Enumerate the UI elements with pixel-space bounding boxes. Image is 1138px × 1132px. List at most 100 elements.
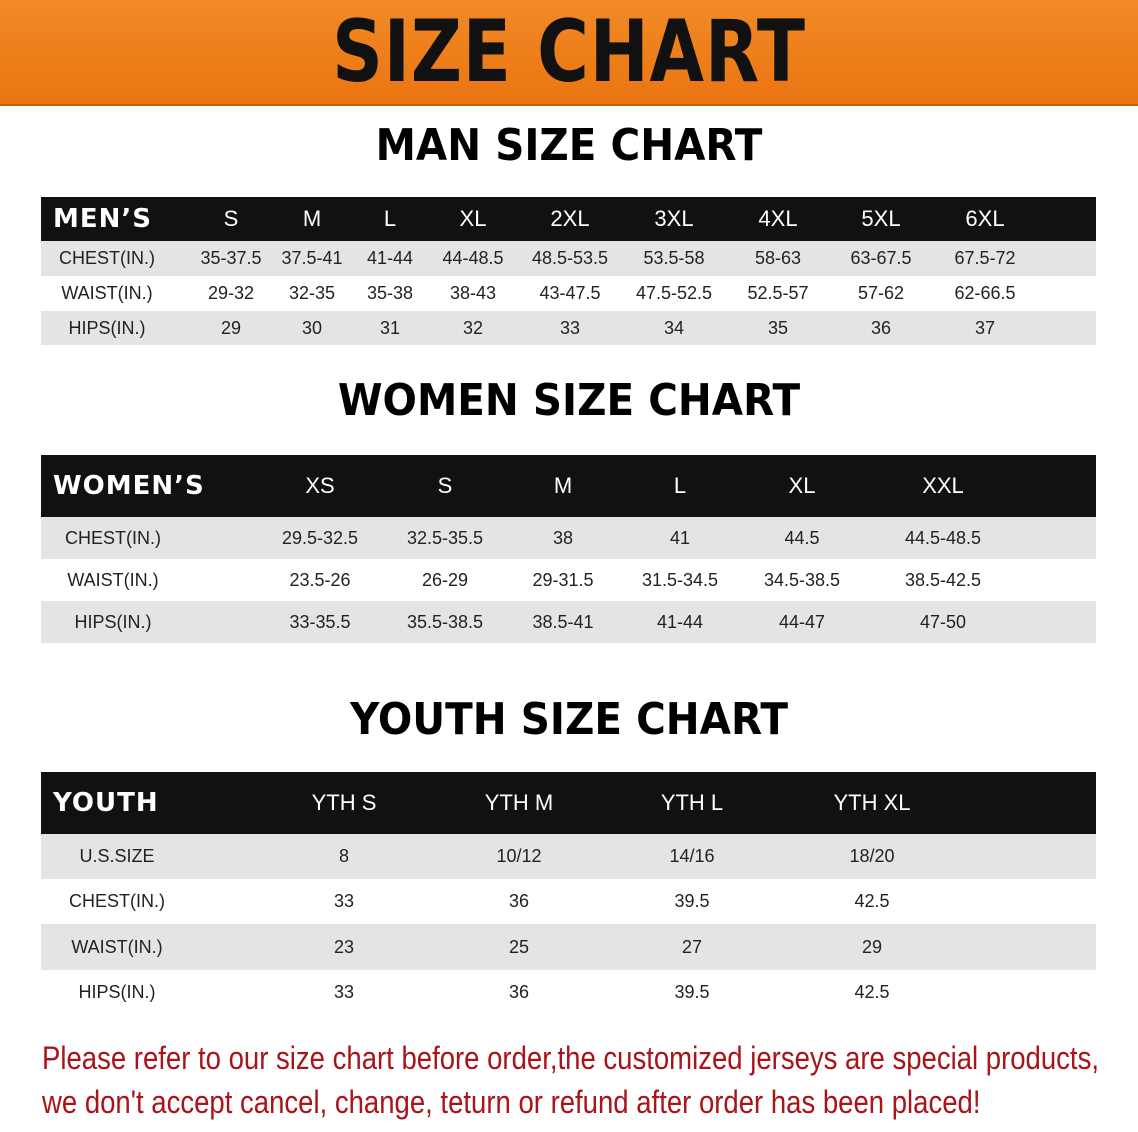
table-cell: 41 [669, 527, 691, 548]
table-cell: 31.5-34.5 [641, 569, 719, 590]
youth-table-row: CHEST(IN.) 33 36 39.5 42.5 [41, 879, 1096, 924]
youth-size-header: YTH XL [833, 790, 911, 815]
women-section-title: WOMEN SIZE CHART [337, 375, 801, 426]
banner: SIZE CHART [0, 0, 1138, 106]
table-cell: 35-37.5 [200, 248, 262, 268]
row-label: WAIST(IN.) [71, 936, 163, 957]
table-cell: 38-43 [449, 283, 497, 303]
table-cell: 52.5-57 [747, 283, 809, 303]
men-size-header: 2XL [550, 206, 590, 231]
table-cell: 35 [767, 317, 789, 338]
men-size-header: 6XL [965, 206, 1005, 231]
row-label: CHEST(IN.) [69, 891, 165, 911]
table-cell: 44-47 [778, 611, 826, 632]
table-cell: 14/16 [669, 846, 715, 866]
youth-table-row: HIPS(IN.) 33 36 39.5 42.5 [41, 970, 1096, 1015]
table-cell: 58-63 [754, 248, 802, 268]
row-label: WAIST(IN.) [67, 569, 159, 590]
table-cell: 44.5 [784, 527, 820, 548]
men-size-header: S [223, 206, 239, 231]
row-label: HIPS(IN.) [78, 982, 156, 1002]
table-cell: 47.5-52.5 [635, 283, 713, 303]
table-cell: 29-31.5 [532, 569, 594, 590]
men-size-header: L [383, 206, 397, 231]
table-cell: 57-62 [857, 283, 905, 303]
row-label: WAIST(IN.) [61, 283, 153, 303]
table-cell: 36 [870, 317, 892, 338]
table-cell: 18/20 [849, 846, 895, 866]
men-section-title: MAN SIZE CHART [375, 120, 763, 171]
table-cell: 44.5-48.5 [904, 527, 982, 548]
table-cell: 32 [462, 317, 484, 338]
row-label: CHEST(IN.) [59, 248, 155, 268]
women-size-header: M [553, 473, 573, 498]
table-cell: 30 [301, 317, 323, 338]
table-cell: 38.5-41 [532, 611, 594, 632]
women-table-row: CHEST(IN.) 29.5-32.5 32.5-35.5 38 41 44.5 44.5… [41, 517, 1096, 559]
table-cell: 43-47.5 [539, 283, 601, 303]
table-cell: 29.5-32.5 [281, 527, 359, 548]
men-size-header: 4XL [758, 206, 798, 231]
women-size-header: L [673, 473, 687, 498]
table-cell: 36 [508, 982, 530, 1002]
table-cell: 39.5 [674, 891, 710, 911]
table-cell: 39.5 [674, 982, 710, 1002]
youth-table-row: U.S.SIZE 8 10/12 14/16 18/20 [41, 834, 1096, 879]
men-table-row: CHEST(IN.) 35-37.5 37.5-41 41-44 44-48.5 48.5… [41, 241, 1096, 276]
men-table-row: WAIST(IN.) 29-32 32-35 35-38 38-43 43-47.5 47.… [41, 276, 1096, 311]
table-cell: 63-67.5 [850, 248, 912, 268]
table-cell: 25 [508, 936, 530, 957]
women-header-row: WOMEN’S XS S M L XL XXL [41, 455, 1096, 517]
table-cell: 29 [861, 936, 883, 957]
men-size-header: XL [459, 206, 487, 231]
youth-size-table: YOUTH YTH S YTH M YTH L YTH XL U.S.SIZE 8 10/12… [41, 772, 1096, 1015]
table-cell: 27 [681, 936, 703, 957]
table-cell: 33 [559, 317, 581, 338]
women-table-row: WAIST(IN.) 23.5-26 26-29 29-31.5 31.5-34.5 34… [41, 559, 1096, 601]
men-size-header: 5XL [861, 206, 901, 231]
table-cell: 29-32 [207, 283, 255, 303]
table-cell: 32.5-35.5 [406, 527, 484, 548]
row-label: U.S.SIZE [79, 846, 155, 866]
men-header-label: MEN’S [53, 204, 152, 234]
table-cell: 37.5-41 [281, 248, 343, 268]
women-size-table: WOMEN’S XS S M L XL XXL CHEST(IN.) 29.5-32.5 32.5… [41, 455, 1096, 643]
table-cell: 31 [379, 317, 401, 338]
table-cell: 35.5-38.5 [406, 611, 484, 632]
youth-size-header: YTH S [311, 790, 377, 815]
table-cell: 33 [333, 982, 355, 1002]
order-notice: Please refer to our size chart before or… [42, 1036, 1126, 1124]
table-cell: 33-35.5 [289, 611, 351, 632]
youth-table-row: WAIST(IN.) 23 25 27 29 [41, 924, 1096, 970]
youth-header-row: YOUTH YTH S YTH M YTH L YTH XL [41, 772, 1096, 834]
table-cell: 34 [663, 317, 685, 338]
youth-header-label: YOUTH [53, 788, 159, 818]
table-cell: 32-35 [288, 283, 336, 303]
table-cell: 8 [338, 846, 350, 866]
table-cell: 10/12 [496, 846, 542, 866]
table-cell: 29 [220, 317, 242, 338]
table-cell: 62-66.5 [954, 283, 1016, 303]
youth-section-title: YOUTH SIZE CHART [350, 694, 788, 745]
men-table-row: HIPS(IN.) 29 30 31 32 33 34 35 36 37 [41, 311, 1096, 345]
women-size-header: XXL [922, 473, 964, 498]
table-cell: 48.5-53.5 [531, 248, 609, 268]
table-cell: 38.5-42.5 [904, 569, 982, 590]
women-header-label: WOMEN’S [53, 471, 205, 501]
table-cell: 23 [333, 936, 355, 957]
table-cell: 36 [508, 891, 530, 911]
table-cell: 44-48.5 [442, 248, 504, 268]
table-cell: 42.5 [854, 891, 890, 911]
banner-title: SIZE CHART [332, 2, 806, 102]
table-cell: 37 [974, 317, 996, 338]
row-label: HIPS(IN.) [74, 611, 152, 632]
table-cell: 23.5-26 [289, 569, 351, 590]
men-size-table: MEN’S S M L XL 2XL 3XL 4XL 5XL 6XL CHEST(IN.) 35-37… [41, 197, 1096, 345]
table-cell: 47-50 [919, 611, 967, 632]
women-size-header: XS [305, 473, 335, 498]
table-cell: 67.5-72 [954, 248, 1016, 268]
table-cell: 34.5-38.5 [763, 569, 841, 590]
order-notice-line-2: we don't accept cancel, change, teturn o… [42, 1084, 981, 1120]
table-cell: 53.5-58 [643, 248, 705, 268]
table-cell: 33 [333, 891, 355, 911]
